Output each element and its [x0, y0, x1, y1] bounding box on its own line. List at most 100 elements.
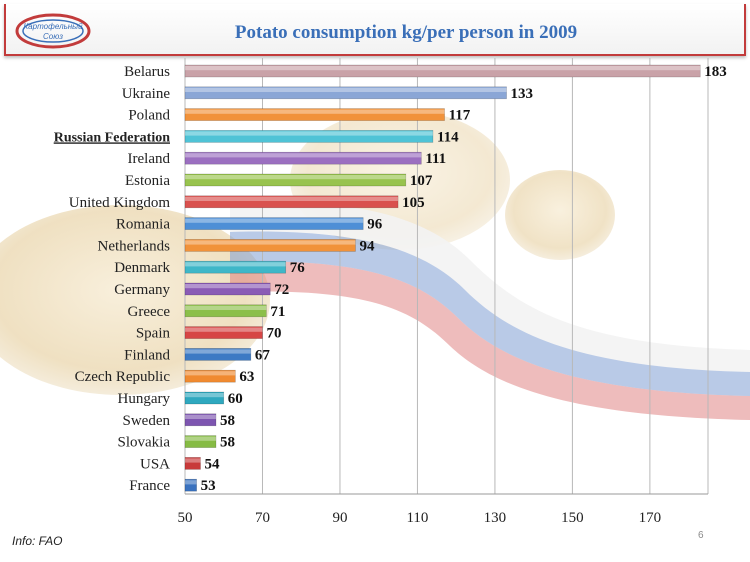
- bar-russian-federation: [184, 130, 434, 143]
- source-note: Info: FAO: [12, 534, 63, 548]
- category-label-sweden: Sweden: [123, 413, 171, 429]
- category-label-estonia: Estonia: [125, 173, 170, 189]
- value-label-finland: 67: [255, 347, 271, 363]
- bar-ireland: [184, 151, 422, 165]
- bar-highlight-ukraine: [185, 87, 507, 92]
- bar-hungary: [184, 391, 225, 405]
- bar-germany: [184, 282, 271, 296]
- value-label-ireland: 111: [425, 151, 446, 167]
- value-label-united-kingdom: 105: [402, 195, 425, 211]
- value-label-estonia: 107: [410, 173, 433, 189]
- value-label-usa: 54: [204, 456, 220, 472]
- svg-text:Союз: Союз: [43, 32, 63, 41]
- category-label-hungary: Hungary: [118, 391, 171, 407]
- bar-highlight-greece: [185, 305, 267, 310]
- value-label-spain: 70: [266, 326, 281, 342]
- category-label-germany: Germany: [114, 282, 170, 298]
- value-label-poland: 117: [449, 108, 471, 124]
- value-label-ukraine: 133: [511, 86, 534, 102]
- bar-sweden: [184, 413, 217, 427]
- bar-united-kingdom: [184, 195, 399, 209]
- potato-shape-left: [0, 205, 270, 395]
- x-tick-label-70: 70: [255, 510, 270, 526]
- category-label-russian-federation: Russian Federation: [54, 130, 171, 145]
- bar-highlight-hungary: [185, 393, 224, 398]
- x-tick-label-110: 110: [406, 510, 428, 526]
- bar-highlight-usa: [185, 458, 201, 463]
- value-label-belarus: 183: [704, 64, 727, 80]
- value-label-romania: 96: [367, 217, 383, 233]
- value-label-germany: 72: [274, 282, 289, 298]
- category-label-ireland: Ireland: [128, 151, 171, 167]
- category-label-ukraine: Ukraine: [122, 86, 171, 102]
- ribbon-red: [230, 261, 750, 420]
- category-label-denmark: Denmark: [114, 260, 170, 276]
- value-label-netherlands: 94: [359, 238, 375, 254]
- svg-text:Картофельный: Картофельный: [23, 22, 83, 31]
- ribbon-white: [230, 202, 750, 372]
- value-label-greece: 71: [270, 304, 285, 320]
- company-logo: Картофельный Союз: [15, 13, 91, 49]
- value-label-france: 53: [201, 478, 216, 494]
- x-tick-label-90: 90: [332, 510, 347, 526]
- bar-highlight-slovakia: [185, 436, 216, 441]
- value-label-slovakia: 58: [220, 435, 235, 451]
- bar-highlight-netherlands: [185, 240, 356, 245]
- bar-highlight-romania: [185, 218, 364, 223]
- bar-highlight-spain: [185, 327, 263, 332]
- bar-czech-republic: [184, 369, 236, 383]
- bar-highlight-france: [185, 480, 197, 485]
- value-label-denmark: 76: [290, 260, 306, 276]
- bar-slovakia: [184, 435, 217, 448]
- category-label-slovakia: Slovakia: [118, 435, 171, 451]
- grid-lines: [184, 58, 709, 494]
- ribbon-blue: [230, 231, 750, 396]
- bar-usa: [184, 457, 201, 470]
- bar-estonia: [184, 173, 407, 187]
- bar-highlight-russian-federation: [185, 131, 433, 136]
- bar-spain: [184, 326, 263, 339]
- bar-highlight-ireland: [185, 153, 422, 158]
- bar-greece: [184, 304, 267, 318]
- bar-highlight-sweden: [185, 414, 216, 419]
- x-tick-label-130: 130: [484, 510, 507, 526]
- bar-highlight-czech-republic: [185, 371, 236, 376]
- category-label-romania: Romania: [116, 217, 170, 233]
- bar-ukraine: [184, 86, 507, 100]
- page-number: 6: [698, 530, 704, 541]
- x-tick-label-150: 150: [561, 510, 584, 526]
- category-label-france: France: [129, 478, 170, 494]
- category-labels: Belarus Ukraine Poland Russian Federation Ir…: [54, 64, 171, 494]
- category-label-belarus: Belarus: [124, 64, 170, 80]
- bar-highlight-estonia: [185, 175, 406, 180]
- bar-highlight-finland: [185, 349, 251, 354]
- category-label-greece: Greece: [128, 304, 171, 320]
- category-label-united-kingdom: United Kingdom: [69, 195, 171, 211]
- bar-romania: [184, 217, 364, 230]
- bars: [184, 64, 701, 492]
- category-label-spain: Spain: [136, 326, 171, 342]
- chart-title: Potato consumption kg/per person in 2009: [234, 22, 578, 43]
- x-tick-label-170: 170: [639, 510, 662, 526]
- category-label-netherlands: Netherlands: [98, 238, 171, 254]
- title-bar: Картофельный Союз Potato consumption kg/…: [4, 4, 746, 56]
- value-label-russian-federation: 114: [437, 129, 459, 145]
- category-label-finland: Finland: [124, 347, 170, 363]
- bar-denmark: [184, 260, 287, 274]
- bar-highlight-poland: [185, 109, 445, 114]
- bar-netherlands: [184, 239, 356, 252]
- bar-highlight-united-kingdom: [185, 196, 399, 201]
- x-tick-label-50: 50: [178, 510, 193, 526]
- bar-poland: [184, 108, 445, 121]
- category-label-poland: Poland: [128, 108, 170, 124]
- bar-highlight-belarus: [185, 66, 701, 71]
- bar-finland: [184, 348, 252, 361]
- potato-shape-right: [505, 170, 615, 260]
- value-label-sweden: 58: [220, 413, 235, 429]
- bar-highlight-denmark: [185, 262, 286, 267]
- category-label-czech-republic: Czech Republic: [75, 369, 171, 385]
